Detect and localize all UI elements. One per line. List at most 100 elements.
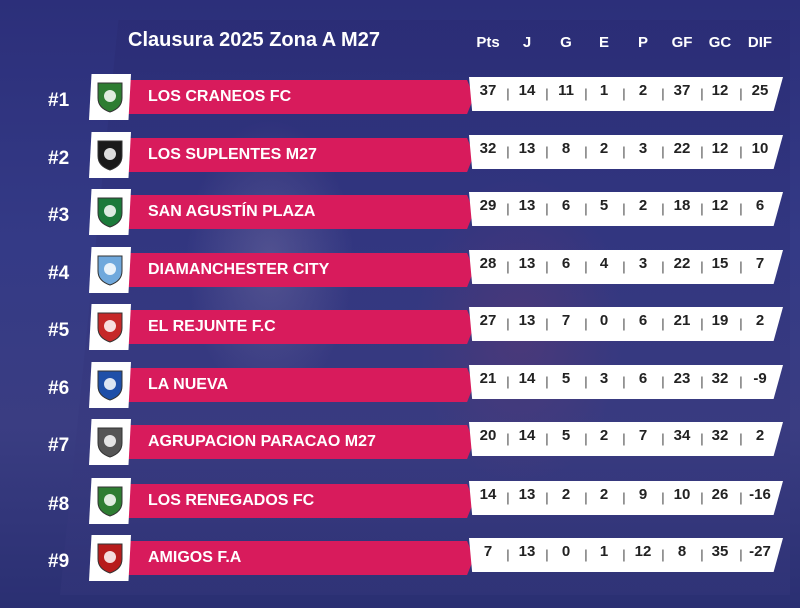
column-divider: |: [506, 316, 510, 331]
team-name: SAN AGUSTÍN PLAZA: [148, 203, 316, 220]
column-divider: |: [545, 490, 549, 505]
stat-gf: 22: [673, 255, 691, 272]
rank-label: #4: [48, 263, 70, 284]
column-divider: |: [661, 374, 665, 389]
team-name: LOS CRANEOS FC: [148, 88, 292, 105]
stats-panel: [469, 538, 783, 572]
column-divider: |: [545, 547, 549, 562]
stat-e: 2: [599, 140, 609, 157]
column-divider: |: [506, 259, 510, 274]
column-divider: |: [584, 490, 588, 505]
stat-dif: 10: [751, 140, 769, 157]
column-divider: |: [739, 547, 743, 562]
column-divider: |: [661, 86, 665, 101]
rank-label: #8: [48, 494, 70, 515]
stat-g: 2: [561, 486, 571, 503]
stat-pts: 32: [479, 140, 497, 157]
cross-shield-icon: [89, 478, 131, 524]
stat-dif: -27: [749, 543, 771, 560]
stat-gf: 23: [673, 370, 691, 387]
stat-g: 6: [561, 255, 571, 272]
column-header-dif: DIF: [747, 34, 773, 51]
team-name: AMIGOS F.A: [148, 549, 242, 566]
stat-p: 6: [638, 312, 648, 329]
team-bar: [128, 195, 474, 229]
column-divider: |: [622, 431, 626, 446]
stat-gf: 37: [673, 82, 691, 99]
column-divider: |: [545, 201, 549, 216]
stat-gc: 19: [711, 312, 729, 329]
column-header-g: G: [560, 34, 572, 51]
column-divider: |: [506, 547, 510, 562]
stat-e: 4: [599, 255, 609, 272]
column-divider: |: [622, 547, 626, 562]
team-bar: [128, 541, 474, 575]
team-name: EL REJUNTE F.C: [148, 318, 276, 335]
column-divider: |: [739, 201, 743, 216]
team-bar: [128, 138, 474, 172]
column-divider: |: [584, 259, 588, 274]
stat-p: 7: [638, 427, 648, 444]
column-divider: |: [545, 374, 549, 389]
column-divider: |: [700, 201, 704, 216]
team-bar: [128, 253, 474, 287]
team-bar: [128, 310, 474, 344]
stat-gc: 35: [711, 543, 729, 560]
team-name: LA NUEVA: [148, 376, 228, 393]
skull-crest-icon: [89, 74, 131, 120]
column-divider: |: [584, 144, 588, 159]
column-divider: |: [622, 490, 626, 505]
stat-gc: 32: [711, 370, 729, 387]
stat-e: 2: [599, 427, 609, 444]
team-name: LOS SUPLENTES M27: [148, 146, 317, 163]
stat-gf: 22: [673, 140, 691, 157]
stat-dif: 7: [755, 255, 765, 272]
stat-pts: 21: [479, 370, 497, 387]
column-divider: |: [545, 86, 549, 101]
stats-panel: [469, 77, 783, 111]
shield-crest-icon: [89, 132, 131, 178]
stat-gf: 34: [673, 427, 691, 444]
table-row: #5 EL REJUNTE F.C 27 | 13 | 7 | 0 | 6 | 21 | 19 | 2: [0, 304, 800, 370]
stats-panel: [469, 481, 783, 515]
column-divider: |: [739, 374, 743, 389]
stat-j: 13: [518, 543, 536, 560]
stat-g: 5: [561, 370, 571, 387]
stat-pts: 14: [479, 486, 497, 503]
column-divider: |: [622, 201, 626, 216]
page-title: Clausura 2025 Zona A M27: [128, 29, 380, 51]
table-row: #6 LA NUEVA 21 | 14 | 5 | 3 | 6 | 23 | 32 | -9: [0, 362, 800, 428]
column-divider: |: [700, 316, 704, 331]
column-divider: |: [506, 490, 510, 505]
column-divider: |: [584, 374, 588, 389]
column-divider: |: [739, 259, 743, 274]
stat-pts: 28: [479, 255, 497, 272]
stat-gf: 8: [677, 543, 687, 560]
stats-panel: [469, 422, 783, 456]
column-divider: |: [622, 316, 626, 331]
round-crest-icon: [89, 247, 131, 293]
stat-p: 2: [638, 197, 648, 214]
table-row: #3 SAN AGUSTÍN PLAZA 29 | 13 | 6 | 5 | 2 | 18 | 12 | 6: [0, 189, 800, 255]
stat-p: 9: [638, 486, 648, 503]
stat-dif: 6: [755, 197, 765, 214]
column-divider: |: [622, 144, 626, 159]
stat-dif: 2: [755, 427, 765, 444]
column-divider: |: [545, 259, 549, 274]
column-divider: |: [584, 547, 588, 562]
stat-g: 0: [561, 543, 571, 560]
stat-e: 5: [599, 197, 609, 214]
stats-panel: [469, 250, 783, 284]
stat-dif: -16: [749, 486, 771, 503]
column-divider: |: [661, 431, 665, 446]
stats-panel: [469, 135, 783, 169]
column-divider: |: [700, 86, 704, 101]
column-header-p: P: [637, 34, 648, 51]
column-divider: |: [584, 86, 588, 101]
stat-gc: 15: [711, 255, 729, 272]
stat-e: 1: [599, 543, 609, 560]
stat-e: 1: [599, 82, 609, 99]
stat-gc: 12: [711, 197, 729, 214]
stat-gc: 12: [711, 82, 729, 99]
rank-label: #3: [48, 205, 70, 226]
